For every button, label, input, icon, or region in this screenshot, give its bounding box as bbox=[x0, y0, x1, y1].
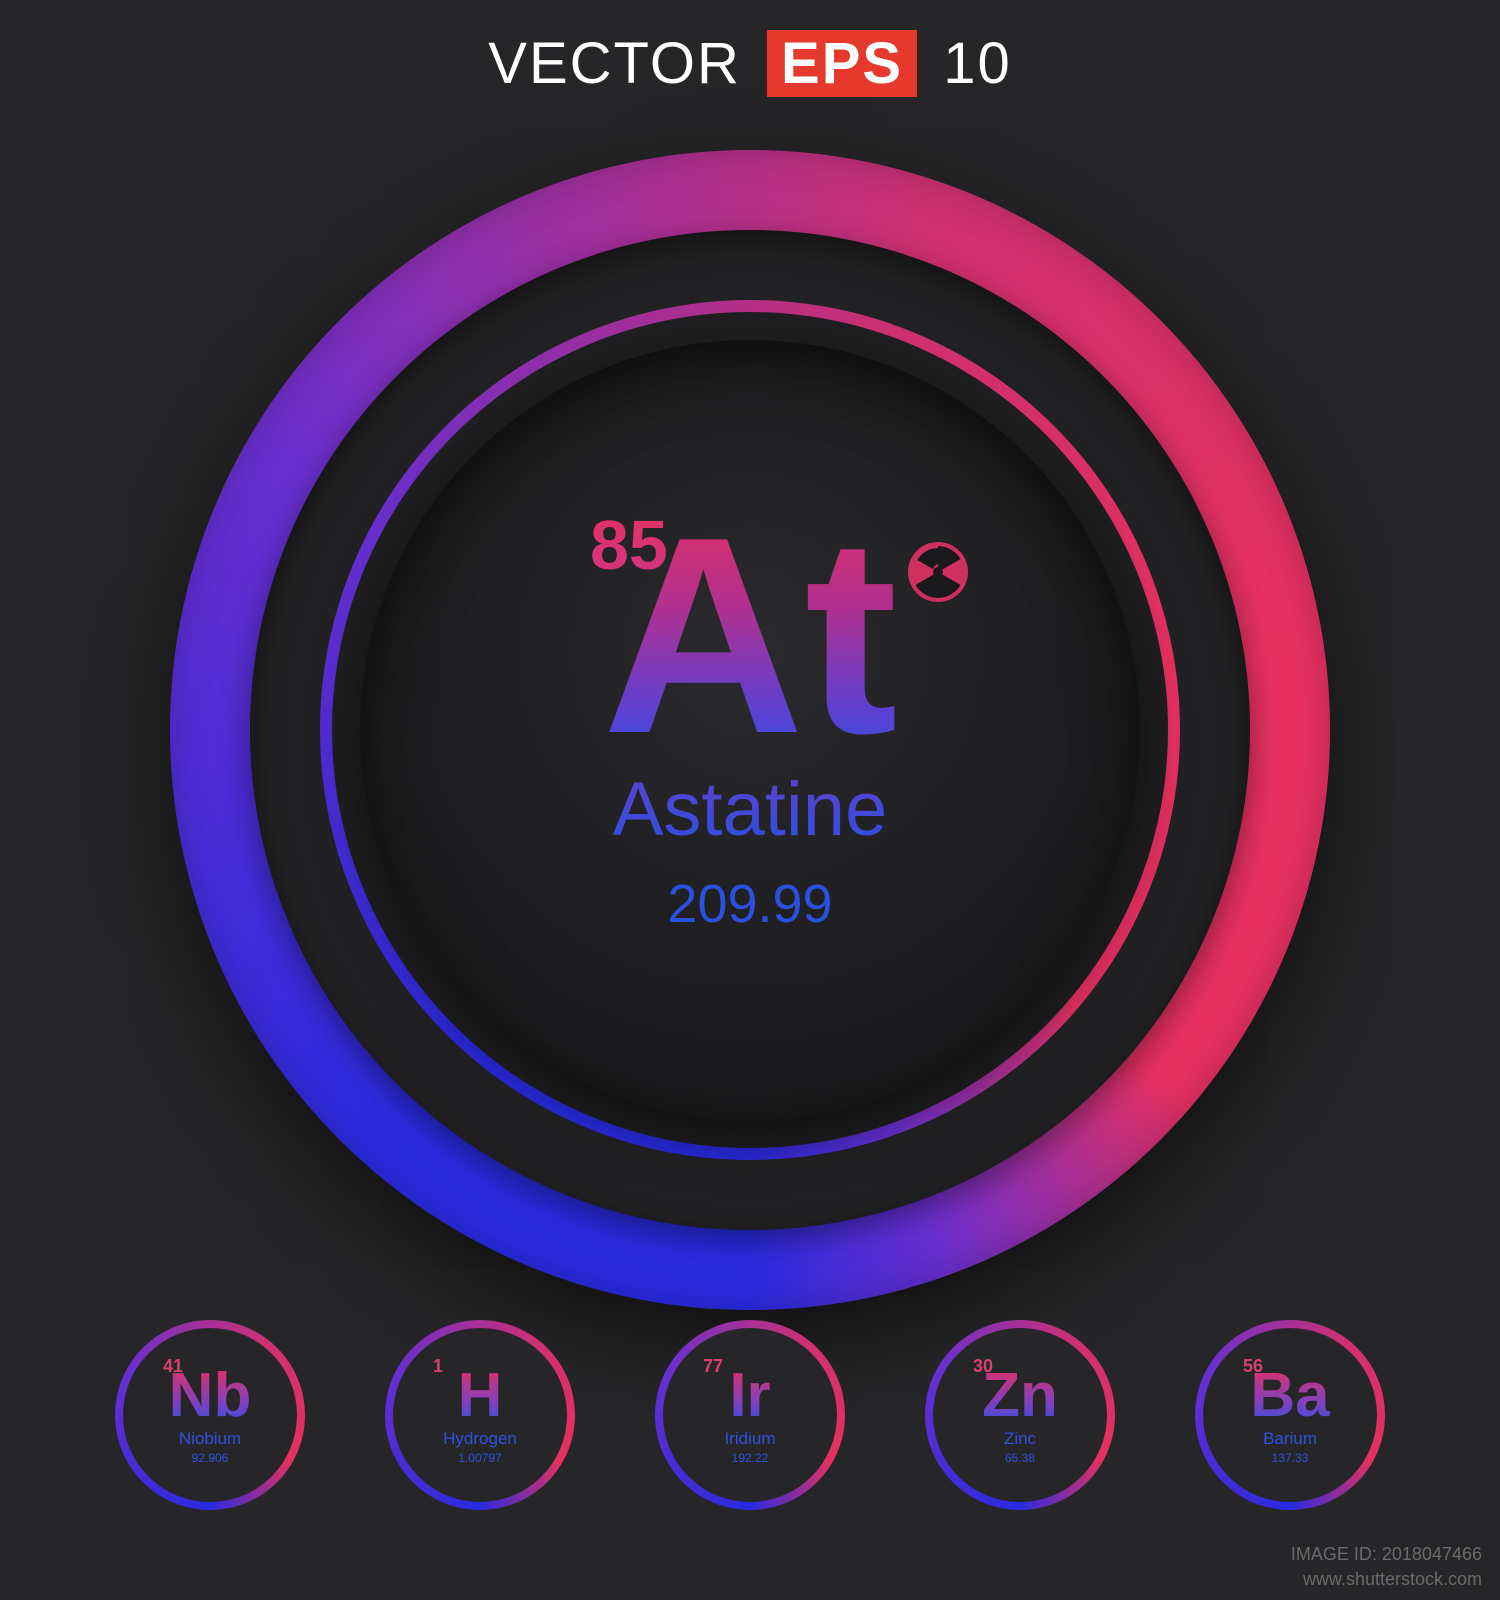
small-element-zinc: 30 Zn Zinc 65.38 bbox=[925, 1320, 1115, 1510]
small-symbol: Ir bbox=[729, 1365, 770, 1427]
element-core: 85 At Astatine 209.99 bbox=[360, 340, 1140, 1120]
small-element-niobium: 41 Nb Niobium 92.906 bbox=[115, 1320, 305, 1510]
small-atomic-number: 77 bbox=[703, 1356, 723, 1377]
image-id-label: IMAGE ID: bbox=[1291, 1544, 1377, 1564]
small-atomic-number: 1 bbox=[433, 1356, 443, 1377]
small-name: Zinc bbox=[1004, 1429, 1036, 1449]
small-core: 30 Zn Zinc 65.38 bbox=[933, 1328, 1107, 1502]
small-name: Hydrogen bbox=[443, 1429, 517, 1449]
small-mass: 1.00797 bbox=[458, 1451, 501, 1465]
small-core: 41 Nb Niobium 92.906 bbox=[123, 1328, 297, 1502]
atomic-number: 85 bbox=[590, 505, 668, 585]
small-atomic-number: 56 bbox=[1243, 1356, 1263, 1377]
small-name: Niobium bbox=[179, 1429, 241, 1449]
radioactive-icon bbox=[906, 540, 970, 604]
small-mass: 92.906 bbox=[192, 1451, 229, 1465]
small-core: 56 Ba Barium 137.33 bbox=[1203, 1328, 1377, 1502]
stock-meta: IMAGE ID: 2018047466 www.shutterstock.co… bbox=[1291, 1542, 1482, 1592]
small-elements-row: 41 Nb Niobium 92.906 1 H Hydrogen 1.0079… bbox=[0, 1320, 1500, 1510]
header-vector: VECTOR bbox=[488, 31, 741, 96]
image-id-value: 2018047466 bbox=[1382, 1544, 1482, 1564]
small-core: 1 H Hydrogen 1.00797 bbox=[393, 1328, 567, 1502]
small-symbol: H bbox=[458, 1365, 503, 1427]
file-format-header: VECTOR EPS 10 bbox=[0, 30, 1500, 97]
small-element-barium: 56 Ba Barium 137.33 bbox=[1195, 1320, 1385, 1510]
small-atomic-number: 30 bbox=[973, 1356, 993, 1377]
header-eps-badge: EPS bbox=[767, 30, 917, 97]
small-mass: 192.22 bbox=[732, 1451, 769, 1465]
atomic-mass: 209.99 bbox=[667, 873, 832, 935]
header-version: 10 bbox=[943, 31, 1012, 96]
stock-site: www.shutterstock.com bbox=[1291, 1567, 1482, 1592]
small-atomic-number: 41 bbox=[163, 1356, 183, 1377]
small-mass: 137.33 bbox=[1272, 1451, 1309, 1465]
small-element-hydrogen: 1 H Hydrogen 1.00797 bbox=[385, 1320, 575, 1510]
small-name: Barium bbox=[1263, 1429, 1317, 1449]
small-symbol: Zn bbox=[982, 1365, 1058, 1427]
small-mass: 65.38 bbox=[1005, 1451, 1035, 1465]
small-name: Iridium bbox=[724, 1429, 775, 1449]
element-name: Astatine bbox=[613, 766, 888, 853]
small-core: 77 Ir Iridium 192.22 bbox=[663, 1328, 837, 1502]
main-element-badge: 85 At Astatine 209.99 bbox=[170, 150, 1330, 1310]
small-element-iridium: 77 Ir Iridium 192.22 bbox=[655, 1320, 845, 1510]
